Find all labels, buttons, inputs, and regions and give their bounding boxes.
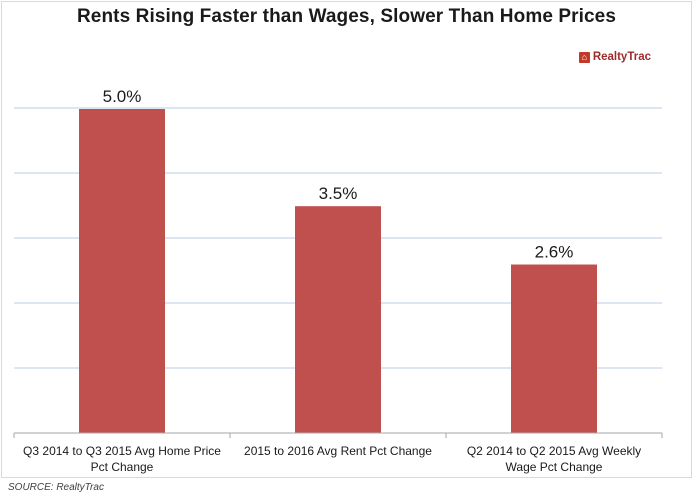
category-label: Q2 2014 to Q2 2015 Avg Weekly — [467, 444, 641, 458]
data-label: 2.6% — [535, 243, 574, 262]
category-label: Pct Change — [91, 460, 154, 474]
category-label: Wage Pct Change — [506, 460, 603, 474]
category-label: 2015 to 2016 Avg Rent Pct Change — [244, 444, 432, 458]
data-label: 3.5% — [319, 184, 358, 203]
realtytrac-logo: ⌂ RealtyTrac — [578, 51, 651, 63]
bar — [511, 264, 597, 433]
source-note: SOURCE: RealtyTrac — [8, 482, 104, 493]
house-icon: ⌂ — [578, 51, 590, 63]
category-label: Q3 2014 to Q3 2015 Avg Home Price — [23, 444, 221, 458]
logo-text: RealtyTrac — [592, 51, 651, 63]
data-label: 5.0% — [103, 87, 142, 106]
bar — [295, 206, 381, 433]
bar — [79, 109, 165, 433]
chart-title: Rents Rising Faster than Wages, Slower T… — [76, 6, 617, 27]
